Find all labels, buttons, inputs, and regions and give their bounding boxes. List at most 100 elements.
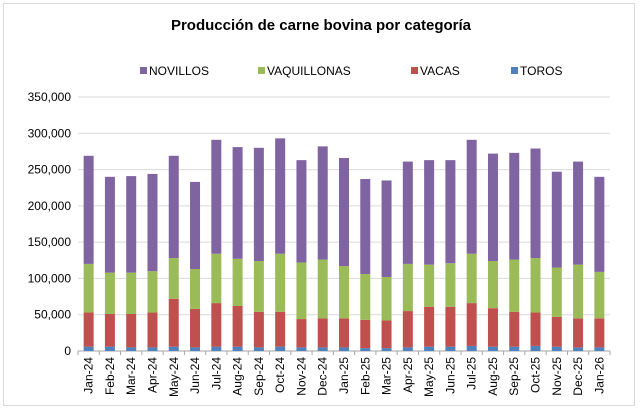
bar-novillos-jul-24 [211, 139, 222, 254]
x-tick-label: Aug-25 [486, 357, 500, 396]
x-tick-label: Jan-24 [82, 357, 96, 394]
y-tick-label: 150,000 [28, 235, 72, 249]
bar-vaquillonas-aug-25 [487, 261, 498, 309]
bar-novillos-apr-25 [402, 161, 413, 264]
legend-label-toros: TOROS [520, 64, 562, 78]
bar-vaquillonas-feb-24 [104, 272, 115, 314]
x-tick-label: Aug-24 [231, 357, 245, 396]
bar-vaquillonas-dec-25 [573, 264, 584, 319]
legend-label-novillos: NOVILLOS [149, 64, 209, 78]
bar-vaquillonas-oct-24 [275, 253, 286, 312]
bar-vacas-oct-25 [530, 312, 541, 346]
bar-vaquillonas-jul-25 [466, 253, 477, 304]
bar-novillos-oct-24 [275, 138, 286, 254]
bar-vacas-oct-24 [275, 311, 286, 347]
bar-toros-feb-24 [104, 346, 115, 351]
bar-vaquillonas-jan-26 [594, 271, 605, 319]
bar-toros-dec-25 [573, 347, 584, 351]
y-tick-label: 250,000 [28, 163, 72, 177]
x-tick-label: Dec-25 [571, 357, 585, 396]
y-tick-label: 200,000 [28, 199, 72, 213]
bar-novillos-jun-24 [190, 181, 201, 269]
bar-vaquillonas-jan-25 [339, 266, 349, 319]
bar-toros-may-24 [168, 346, 179, 351]
bar-vacas-feb-24 [104, 313, 115, 347]
x-tick-label: Sep-25 [507, 357, 521, 396]
bar-novillos-jan-24 [83, 155, 94, 264]
x-tick-label: May-24 [167, 357, 181, 397]
bars [83, 138, 605, 351]
bar-toros-mar-24 [126, 347, 137, 351]
y-tick-label: 50,000 [34, 308, 71, 322]
bar-vacas-apr-24 [147, 312, 158, 348]
x-tick-label: May-25 [422, 357, 436, 397]
legend-label-vacas: VACAS [420, 64, 460, 78]
bar-toros-sep-25 [509, 346, 520, 351]
bar-novillos-jun-25 [445, 160, 456, 264]
x-tick-label: Dec-24 [316, 357, 330, 396]
bar-toros-nov-25 [551, 346, 562, 351]
bar-vacas-jul-25 [466, 303, 477, 346]
bar-vaquillonas-jul-24 [211, 253, 222, 304]
bar-novillos-mar-25 [381, 180, 392, 277]
x-tick-label: Apr-25 [401, 357, 415, 393]
x-tick-label: Oct-25 [529, 357, 543, 393]
x-tick-label: Jul-24 [209, 357, 223, 390]
bar-novillos-apr-24 [147, 173, 158, 272]
bar-novillos-jan-25 [339, 157, 349, 267]
x-tick-label: Jun-24 [188, 357, 202, 394]
bar-novillos-oct-25 [530, 148, 541, 259]
bar-toros-jan-26 [594, 347, 605, 351]
bar-toros-mar-25 [381, 348, 392, 351]
bar-toros-apr-24 [147, 347, 158, 351]
bar-vaquillonas-nov-25 [551, 267, 562, 317]
bar-vacas-mar-25 [381, 320, 392, 349]
bar-novillos-sep-24 [253, 147, 264, 262]
bar-vaquillonas-jan-24 [83, 263, 94, 313]
bar-novillos-feb-24 [104, 176, 115, 273]
bar-vacas-may-25 [424, 306, 435, 347]
bar-vacas-sep-24 [253, 311, 264, 348]
y-axis: 0 50,000 100,000 150,000 200,000 250,000 300,0… [28, 90, 72, 358]
chart-title: Producción de carne bovina por categoría [171, 17, 472, 34]
bar-vacas-feb-25 [360, 319, 371, 349]
y-tick-label: 0 [64, 344, 71, 358]
bar-novillos-sep-25 [509, 152, 520, 260]
bar-vacas-may-24 [168, 298, 179, 347]
bar-toros-jul-25 [466, 345, 477, 351]
bar-vacas-nov-25 [551, 316, 562, 347]
bar-vaquillonas-feb-25 [360, 274, 371, 320]
bar-vaquillonas-apr-25 [402, 263, 413, 312]
x-tick-label: Apr-24 [145, 357, 159, 393]
legend: NOVILLOS VAQUILLONAS VACAS TOROS [140, 64, 562, 78]
x-tick-label: Oct-24 [273, 357, 287, 393]
bar-novillos-aug-25 [487, 153, 498, 262]
bar-vacas-jul-24 [211, 303, 222, 347]
bar-vaquillonas-may-24 [168, 258, 179, 299]
x-tick-label: Nov-25 [550, 357, 564, 396]
bar-toros-dec-24 [317, 347, 328, 351]
bar-toros-jan-24 [83, 346, 94, 351]
bar-vacas-apr-25 [402, 311, 413, 348]
bar-vacas-jan-24 [83, 312, 94, 347]
bar-toros-oct-24 [275, 346, 286, 351]
bar-novillos-jul-25 [466, 139, 477, 254]
bar-novillos-mar-24 [126, 176, 137, 273]
bar-vaquillonas-oct-25 [530, 258, 541, 313]
bar-vaquillonas-aug-24 [232, 258, 243, 307]
bar-toros-may-25 [424, 346, 435, 351]
bar-novillos-jan-26 [594, 176, 605, 272]
bar-vaquillonas-nov-24 [296, 262, 307, 320]
bar-toros-nov-24 [296, 347, 307, 351]
bar-toros-aug-25 [487, 346, 498, 351]
bar-toros-feb-25 [360, 348, 371, 351]
x-tick-label: Nov-24 [294, 357, 308, 396]
bar-toros-jun-25 [445, 346, 456, 351]
bar-toros-aug-24 [232, 346, 243, 351]
legend-swatch-toros [511, 67, 518, 74]
bar-vaquillonas-sep-25 [509, 259, 520, 312]
bar-vacas-mar-24 [126, 313, 137, 348]
x-tick-label: Jul-25 [465, 357, 479, 390]
bar-vacas-nov-24 [296, 319, 307, 348]
